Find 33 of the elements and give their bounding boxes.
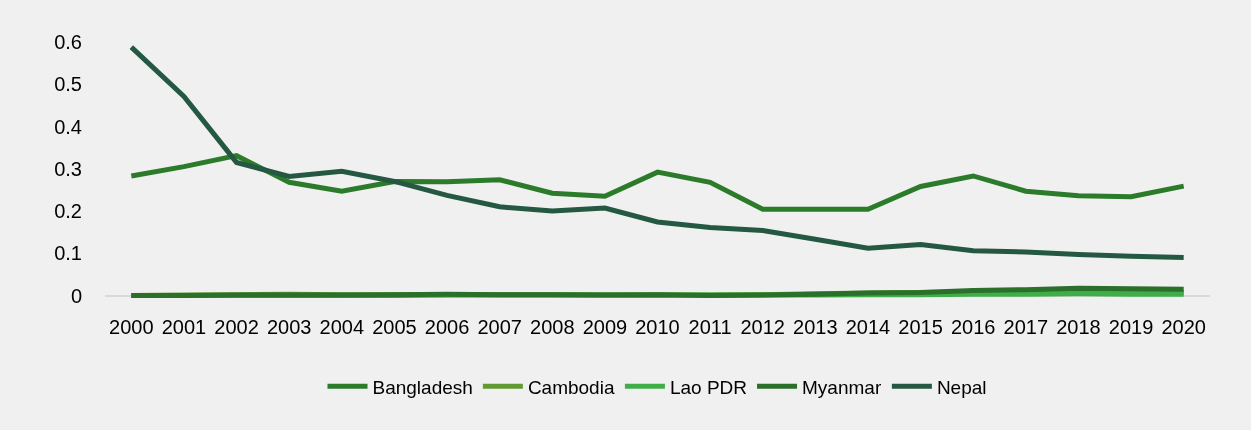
x-tick-label: 2019 — [1108, 316, 1154, 338]
x-tick-label: 2020 — [1161, 316, 1206, 338]
x-tick-label: 2009 — [582, 316, 628, 338]
y-tick-label: 0.3 — [54, 157, 82, 180]
legend-label: Cambodia — [527, 376, 615, 398]
x-tick-label: 2015 — [898, 316, 943, 338]
x-tick-label: 2000 — [109, 316, 154, 338]
y-tick-label: 0.6 — [54, 31, 82, 53]
x-tick-label: 2012 — [740, 316, 785, 338]
legend-label: Nepal — [936, 376, 987, 398]
x-tick-label: 2006 — [424, 316, 470, 338]
y-tick-label: 0.2 — [54, 200, 82, 223]
y-tick-label: 0.5 — [54, 73, 82, 96]
x-tick-label: 2011 — [688, 316, 732, 338]
x-tick-label: 2003 — [266, 316, 312, 338]
legend-label: Myanmar — [802, 376, 882, 398]
x-tick-label: 2014 — [845, 316, 891, 338]
x-tick-label: 2017 — [1003, 316, 1049, 338]
x-tick-label: 2010 — [635, 316, 680, 338]
x-tick-label: 2007 — [477, 316, 522, 338]
x-tick-label: 2013 — [793, 316, 838, 338]
x-tick-label: 2002 — [214, 316, 259, 338]
x-tick-label: 2001 — [161, 316, 207, 338]
y-tick-label: 0 — [70, 284, 82, 307]
x-tick-label: 2016 — [950, 316, 996, 338]
x-tick-label: 2018 — [1056, 316, 1101, 338]
y-tick-label: 0.1 — [54, 242, 82, 265]
y-tick-label: 0.4 — [54, 115, 82, 138]
x-tick-label: 2008 — [530, 316, 575, 338]
x-tick-label: 2004 — [319, 316, 365, 338]
x-tick-label: 2005 — [372, 316, 417, 338]
legend-label: Bangladesh — [372, 376, 473, 398]
legend-label: Lao PDR — [669, 376, 748, 398]
